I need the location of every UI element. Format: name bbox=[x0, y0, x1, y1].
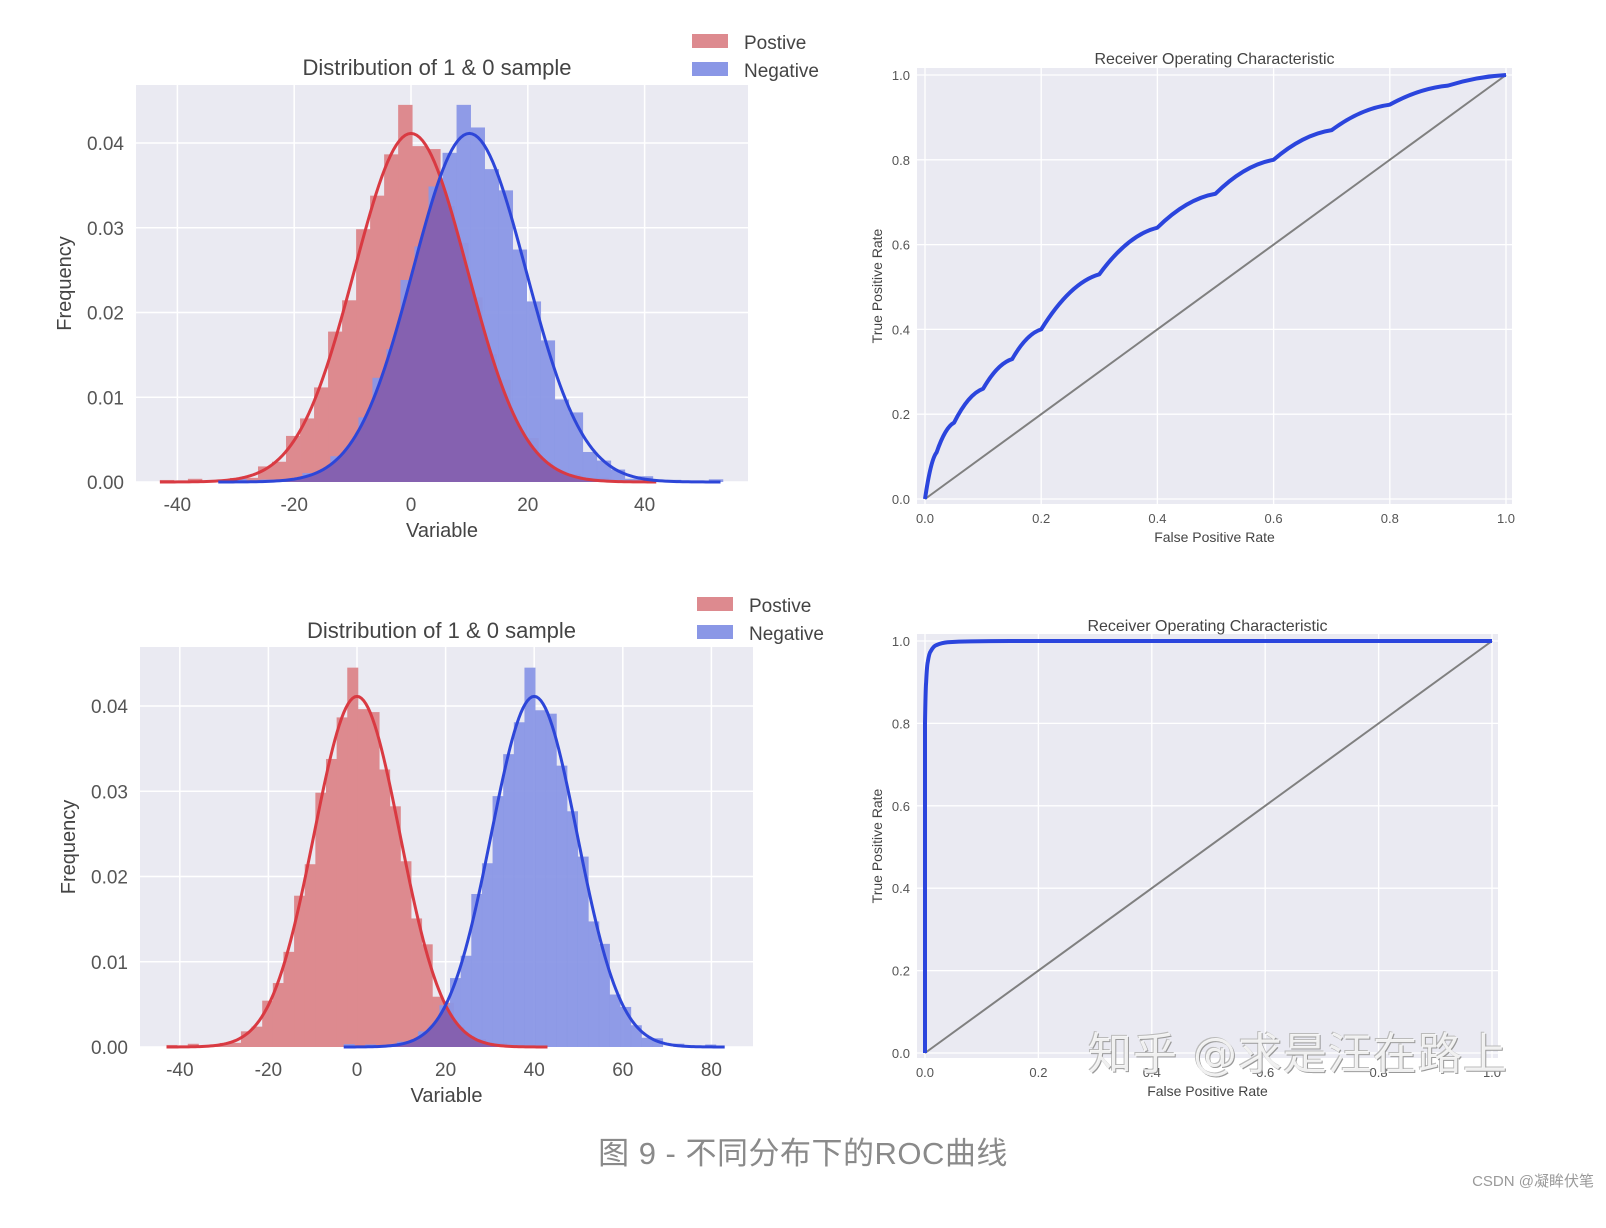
y-tick-label: 0.8 bbox=[892, 153, 910, 168]
positive-kde-line bbox=[159, 131, 657, 484]
negative-kde-line bbox=[343, 694, 725, 1049]
x-tick-label: 0.2 bbox=[1032, 511, 1050, 526]
chart-title: Distribution of 1 & 0 sample bbox=[302, 55, 571, 80]
y-tick-label: 0.8 bbox=[892, 716, 910, 731]
chance-diagonal-line bbox=[924, 74, 1507, 500]
overlap-region bbox=[218, 176, 657, 482]
x-tick-label: 0.6 bbox=[1256, 1065, 1274, 1080]
y-axis-label: True Positive Rate bbox=[869, 228, 885, 343]
roc-chart-roc-top: 0.0 0.2 0.4 0.6 0.8 1.0 0.0 0.2 0.4 0.6 0.8 1.0 Fals… bbox=[869, 51, 1515, 545]
overlap-region bbox=[343, 1005, 548, 1047]
distribution-chart-dist-bottom: 0.00 0.01 0.02 0.03 0.04 -40 -20 0 20 40 60 80 Varia… bbox=[58, 596, 824, 1107]
x-tick-label: 0 bbox=[406, 495, 417, 516]
roc-curve bbox=[922, 638, 1492, 1054]
x-tick-label: -40 bbox=[164, 495, 191, 516]
x-tick-label: 80 bbox=[701, 1060, 722, 1081]
y-axis-label: Frequency bbox=[54, 236, 76, 331]
roc-curve bbox=[923, 73, 1507, 500]
figure-caption: 图 9 - 不同分布下的ROC曲线 bbox=[598, 1136, 1008, 1171]
x-tick-label: 0 bbox=[352, 1060, 363, 1081]
y-tick-label: 0.02 bbox=[91, 868, 128, 889]
x-tick-label: 20 bbox=[517, 495, 538, 516]
x-tick-label: -40 bbox=[166, 1060, 193, 1081]
x-tick-label: 1.0 bbox=[1483, 1065, 1501, 1080]
y-tick-label: 0.00 bbox=[87, 473, 124, 494]
roc-chart-roc-bottom: 0.0 0.2 0.4 0.6 0.8 1.0 0.0 0.2 0.4 0.6 0.8 1.0 Fals… bbox=[869, 618, 1501, 1099]
x-tick-label: -20 bbox=[255, 1060, 282, 1081]
y-tick-label: 0.04 bbox=[91, 697, 128, 718]
x-axis-label: Variable bbox=[406, 520, 478, 542]
y-tick-label: 0.02 bbox=[87, 304, 124, 325]
legend: Postive Negative bbox=[692, 33, 819, 82]
y-tick-label: 0.4 bbox=[892, 322, 910, 337]
y-tick-label: 0.6 bbox=[892, 238, 910, 253]
x-tick-label: 0.4 bbox=[1148, 511, 1166, 526]
negative-legend-swatch bbox=[697, 625, 733, 639]
legend-label: Postive bbox=[749, 596, 811, 617]
chart-title: Receiver Operating Characteristic bbox=[1094, 51, 1334, 68]
positive-legend-swatch bbox=[697, 597, 733, 611]
x-tick-label: 20 bbox=[435, 1060, 456, 1081]
x-axis-label: False Positive Rate bbox=[1154, 529, 1275, 545]
negative-legend-swatch bbox=[692, 62, 728, 76]
y-tick-label: 0.2 bbox=[892, 407, 910, 422]
x-tick-label: 40 bbox=[524, 1060, 545, 1081]
csdn-credit: CSDN @凝眸伏笔 bbox=[1472, 1173, 1594, 1190]
y-tick-label: 0.03 bbox=[91, 782, 128, 803]
x-tick-label: 1.0 bbox=[1497, 511, 1515, 526]
y-tick-label: 0.4 bbox=[892, 881, 910, 896]
y-tick-label: 0.04 bbox=[87, 134, 124, 155]
distribution-chart-dist-top: 0.00 0.01 0.02 0.03 0.04 -40 -20 0 20 40 Variable F… bbox=[54, 33, 819, 542]
x-tick-label: 0.6 bbox=[1265, 511, 1283, 526]
chart-title: Receiver Operating Characteristic bbox=[1087, 618, 1327, 635]
chance-diagonal-line bbox=[924, 640, 1493, 1054]
zhihu-watermark: 知乎 @求是汪在路上 bbox=[1088, 1029, 1508, 1080]
y-axis-label: True Positive Rate bbox=[869, 788, 885, 903]
x-axis-label: Variable bbox=[411, 1085, 483, 1107]
y-axis-label: Frequency bbox=[58, 800, 80, 895]
y-tick-label: 0.01 bbox=[87, 388, 124, 409]
x-tick-label: 0.2 bbox=[1029, 1065, 1047, 1080]
y-tick-label: 0.2 bbox=[892, 964, 910, 979]
legend-label: Negative bbox=[749, 624, 824, 645]
y-tick-label: 0.00 bbox=[91, 1038, 128, 1059]
x-tick-label: 0.0 bbox=[916, 1065, 934, 1080]
x-tick-label: -20 bbox=[280, 495, 307, 516]
positive-legend-swatch bbox=[692, 34, 728, 48]
chart-title: Distribution of 1 & 0 sample bbox=[307, 618, 576, 643]
y-tick-label: 0.0 bbox=[892, 1046, 910, 1061]
x-tick-label: 0.0 bbox=[916, 511, 934, 526]
legend-label: Postive bbox=[744, 33, 806, 54]
y-tick-label: 1.0 bbox=[892, 634, 910, 649]
y-tick-label: 1.0 bbox=[892, 68, 910, 83]
x-axis-label: False Positive Rate bbox=[1147, 1083, 1268, 1099]
legend: Postive Negative bbox=[697, 596, 824, 645]
y-tick-label: 0.01 bbox=[91, 953, 128, 974]
positive-kde-line bbox=[166, 694, 548, 1049]
x-tick-label: 0.8 bbox=[1381, 511, 1399, 526]
y-tick-label: 0.6 bbox=[892, 799, 910, 814]
x-tick-label: 0.8 bbox=[1370, 1065, 1388, 1080]
x-tick-label: 60 bbox=[612, 1060, 633, 1081]
y-tick-label: 0.0 bbox=[892, 492, 910, 507]
x-tick-label: 0.4 bbox=[1143, 1065, 1161, 1080]
x-tick-label: 40 bbox=[634, 495, 655, 516]
legend-label: Negative bbox=[744, 61, 819, 82]
axes-background bbox=[140, 647, 753, 1047]
negative-kde-line bbox=[218, 131, 721, 484]
y-tick-label: 0.03 bbox=[87, 219, 124, 240]
